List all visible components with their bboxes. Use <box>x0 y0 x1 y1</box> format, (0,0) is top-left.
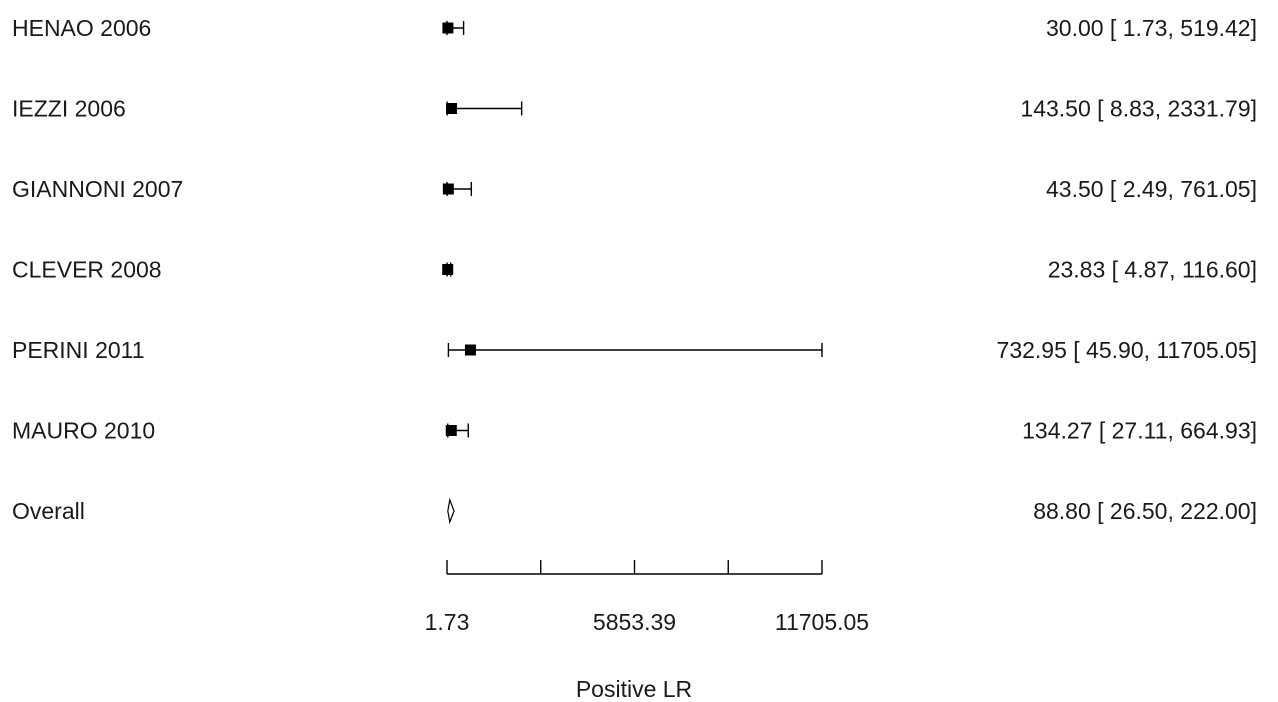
study-row: HENAO 2006 30.00 [ 1.73, 519.42] <box>12 15 1257 41</box>
study-label: PERINI 2011 <box>12 337 145 363</box>
study-label: MAURO 2010 <box>12 418 155 444</box>
point-estimate <box>446 103 458 114</box>
study-row: MAURO 2010 134.27 [ 27.11, 664.93] <box>12 418 1257 444</box>
x-axis-label: Positive LR <box>576 676 692 702</box>
x-axis: 1.73 5853.39 11705.05 <box>425 560 869 635</box>
ci-text: 30.00 [ 1.73, 519.42] <box>1046 15 1257 41</box>
study-row: GIANNONI 2007 43.50 [ 2.49, 761.05] <box>12 176 1257 202</box>
overall-row: Overall 88.80 [ 26.50, 222.00] <box>12 497 1257 525</box>
ci-text: 43.50 [ 2.49, 761.05] <box>1046 176 1257 202</box>
study-row: IEZZI 2006 143.50 [ 8.83, 2331.79] <box>12 96 1257 122</box>
study-row: PERINI 2011 732.95 [ 45.90, 11705.05] <box>12 337 1257 363</box>
overall-ci-text: 88.80 [ 26.50, 222.00] <box>1033 498 1257 524</box>
ci-text: 23.83 [ 4.87, 116.60] <box>1048 257 1257 283</box>
ci-text: 143.50 [ 8.83, 2331.79] <box>1020 96 1257 122</box>
point-estimate <box>445 425 457 436</box>
tick-label: 11705.05 <box>775 609 869 635</box>
point-estimate <box>442 264 454 275</box>
study-label: HENAO 2006 <box>12 15 151 41</box>
study-label: GIANNONI 2007 <box>12 176 183 202</box>
study-label: IEZZI 2006 <box>12 96 126 122</box>
study-label: CLEVER 2008 <box>12 257 162 283</box>
study-row: CLEVER 2008 23.83 [ 4.87, 116.60] <box>12 257 1257 283</box>
point-estimate <box>442 183 454 195</box>
study-rows: HENAO 2006 30.00 [ 1.73, 519.42] IEZZI 200… <box>12 15 1257 525</box>
ci-text: 134.27 [ 27.11, 664.93] <box>1022 418 1257 444</box>
ci-text: 732.95 [ 45.90, 11705.05] <box>997 337 1257 363</box>
tick-label: 1.73 <box>425 609 470 635</box>
overall-label: Overall <box>12 498 85 524</box>
overall-diamond <box>447 497 455 525</box>
point-estimate <box>464 344 476 356</box>
point-estimate <box>442 22 454 34</box>
tick-label: 5853.39 <box>593 609 676 635</box>
